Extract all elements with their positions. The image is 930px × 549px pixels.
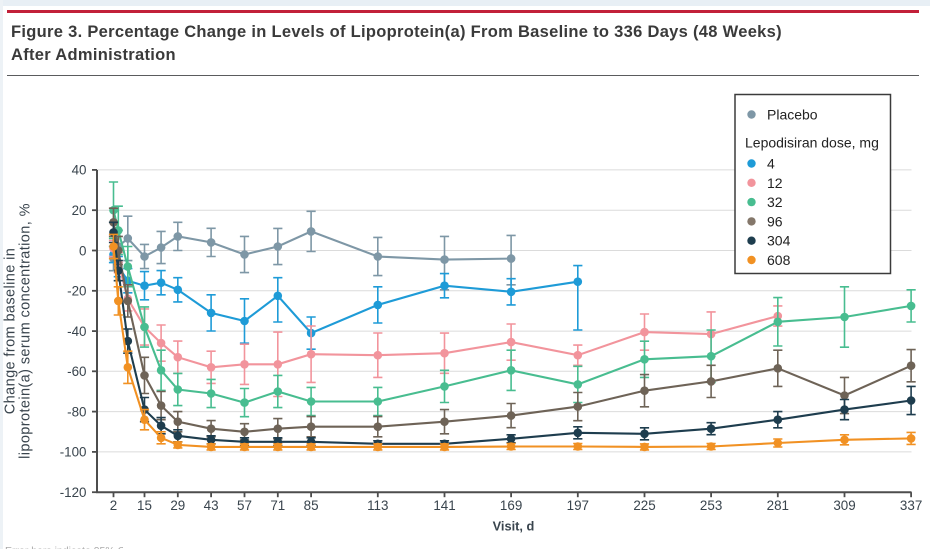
svg-text:2: 2 [110, 498, 117, 513]
svg-text:-100: -100 [60, 445, 87, 460]
svg-text:12: 12 [767, 175, 783, 191]
svg-text:304: 304 [767, 233, 791, 249]
svg-text:Visit, d: Visit, d [493, 519, 535, 534]
svg-text:608: 608 [767, 252, 791, 268]
svg-text:-60: -60 [67, 364, 86, 379]
svg-text:-20: -20 [67, 284, 86, 299]
svg-text:113: 113 [367, 498, 388, 513]
svg-text:281: 281 [767, 498, 789, 513]
svg-text:0: 0 [79, 243, 86, 258]
svg-text:40: 40 [72, 163, 87, 178]
svg-text:4: 4 [767, 156, 775, 172]
svg-text:253: 253 [700, 498, 722, 513]
svg-text:169: 169 [500, 498, 522, 513]
svg-text:337: 337 [900, 498, 922, 513]
svg-text:-40: -40 [67, 324, 86, 339]
svg-text:-80: -80 [67, 404, 86, 419]
svg-text:lipoprotein(a) serum concentra: lipoprotein(a) serum concentration, % [18, 203, 34, 459]
svg-text:20: 20 [72, 203, 87, 218]
svg-text:85: 85 [304, 498, 319, 513]
svg-text:Placebo: Placebo [767, 107, 818, 123]
svg-text:141: 141 [433, 498, 455, 513]
svg-text:29: 29 [170, 498, 185, 513]
svg-text:197: 197 [567, 498, 589, 513]
svg-text:43: 43 [204, 498, 219, 513]
svg-text:96: 96 [767, 213, 783, 229]
svg-text:32: 32 [767, 194, 783, 210]
svg-text:Change from baseline in: Change from baseline in [3, 248, 19, 414]
svg-text:309: 309 [833, 498, 855, 513]
svg-text:225: 225 [633, 498, 655, 513]
svg-text:15: 15 [137, 498, 152, 513]
svg-text:71: 71 [270, 498, 285, 513]
svg-text:-120: -120 [60, 485, 87, 500]
svg-text:57: 57 [237, 498, 252, 513]
svg-text:Lepodisiran dose, mg: Lepodisiran dose, mg [745, 135, 879, 151]
